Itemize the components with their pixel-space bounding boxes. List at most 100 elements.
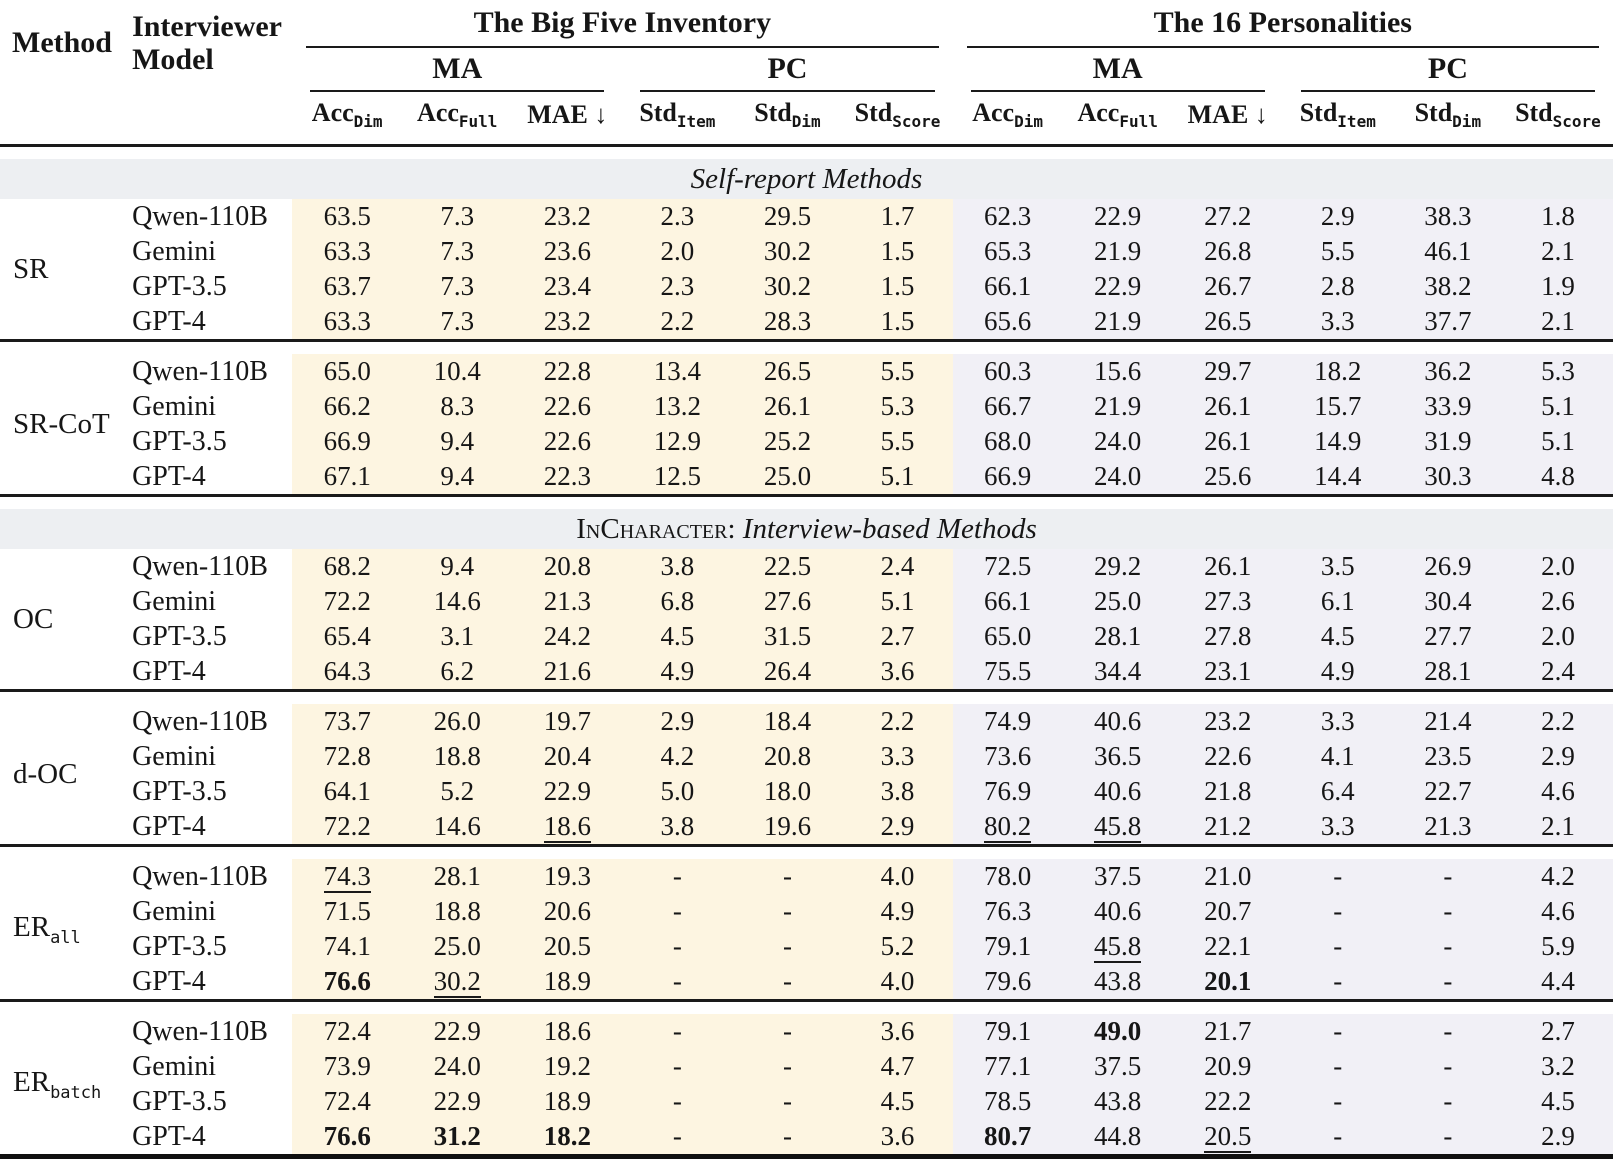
value-cell: 4.6 [1502, 774, 1613, 809]
value-cell: 63.5 [292, 199, 403, 234]
value-cell: 45.8 [1062, 929, 1173, 964]
value-cell: 21.9 [1062, 234, 1173, 269]
value-cell: 40.6 [1062, 894, 1173, 929]
subgroup-header-ma: MA [292, 50, 622, 92]
rule-separator [0, 494, 1613, 509]
value-cell: 1.7 [842, 199, 953, 234]
metric-header-stddim: StdDim [754, 98, 821, 132]
value-cell: 20.7 [1172, 894, 1283, 929]
value-cell: 23.6 [512, 234, 623, 269]
value-cell: 29.7 [1172, 354, 1283, 389]
value-cell: 34.4 [1062, 654, 1173, 689]
metric-header-stditem: StdItem [639, 98, 716, 132]
value-cell: 7.3 [402, 234, 513, 269]
value-cell: 23.2 [512, 199, 623, 234]
metric-header-row: AccDim AccFull MAE ↓ StdItem StdDim StdScore A… [0, 92, 1613, 144]
value-cell: 76.9 [952, 774, 1063, 809]
value-cell: 2.3 [622, 269, 733, 304]
value-cell: 15.7 [1282, 389, 1393, 424]
data-row: GPT-3.5 72.4 22.9 18.9- -4.5 78.5 43.8 22.2- -4.… [0, 1084, 1613, 1119]
metric-header-mae: MAE ↓ [1187, 100, 1268, 129]
value-cell: 2.9 [842, 809, 953, 844]
rule-separator [0, 144, 1613, 159]
value-cell: 74.3 [292, 859, 403, 894]
model-cell: Qwen-110B [126, 859, 293, 894]
value-cell: 66.9 [952, 459, 1063, 494]
value-cell: 73.9 [292, 1049, 403, 1084]
method-cell-erbatch: ERbatch [0, 1014, 127, 1154]
value-cell: 18.6 [512, 1014, 623, 1049]
value-cell: - [622, 894, 733, 929]
value-cell: 3.6 [842, 1014, 953, 1049]
value-cell: 28.3 [732, 304, 843, 339]
data-row: d-OC Qwen-110B 73.7 26.0 19.7 2.9 18.4 2.2 74.9 4… [0, 704, 1613, 844]
value-cell: 5.3 [842, 389, 953, 424]
value-cell: 19.6 [732, 809, 843, 844]
value-cell: 26.4 [732, 654, 843, 689]
value-cell: 3.3 [842, 739, 953, 774]
model-cell: GPT-4 [126, 809, 293, 844]
rule-separator-cell [0, 494, 1613, 509]
value-cell: 29.2 [1062, 549, 1173, 584]
value-cell: 31.5 [732, 619, 843, 654]
data-row: Gemini 63.3 7.3 23.6 2.0 30.2 1.5 65.3 21.9 26.8 5… [0, 234, 1613, 269]
value-cell: 19.2 [512, 1049, 623, 1084]
metric-header-accdim: AccDim [972, 98, 1043, 132]
value-cell: 22.6 [512, 424, 623, 459]
metric-header-accfull: AccFull [1077, 98, 1158, 132]
value-cell: 38.2 [1392, 269, 1503, 304]
value-cell: 14.9 [1282, 424, 1393, 459]
model-cell: Qwen-110B [126, 1014, 293, 1049]
subgroup-rule [1300, 90, 1595, 92]
value-cell: 5.1 [842, 459, 953, 494]
model-cell: GPT-3.5 [126, 424, 293, 459]
value-cell: 2.0 [622, 234, 733, 269]
value-cell: 20.5 [512, 929, 623, 964]
data-row: GPT-4 72.2 14.6 18.6 3.8 19.6 2.9 80.2 45.8 21.2 3… [0, 809, 1613, 844]
value-cell: - [1392, 894, 1503, 929]
value-cell: 22.9 [402, 1014, 513, 1049]
value-cell: 66.1 [952, 269, 1063, 304]
value-cell: 3.2 [1502, 1049, 1613, 1084]
value-cell: 19.3 [512, 859, 623, 894]
value-cell: 18.6 [512, 809, 623, 844]
rule-separator [0, 844, 1613, 859]
value-cell: 21.8 [1172, 774, 1283, 809]
value-cell: 64.1 [292, 774, 403, 809]
value-cell: 27.7 [1392, 619, 1503, 654]
value-cell: 40.6 [1062, 704, 1173, 739]
value-cell: - [732, 1014, 843, 1049]
value-cell: 4.4 [1502, 964, 1613, 999]
value-cell: 13.2 [622, 389, 733, 424]
value-cell: 28.1 [402, 859, 513, 894]
subgroup-rule [970, 90, 1265, 92]
value-cell: 6.8 [622, 584, 733, 619]
value-cell: 22.5 [732, 549, 843, 584]
method-cell-erall: ERall [0, 859, 127, 999]
value-cell: 74.9 [952, 704, 1063, 739]
value-cell: - [1392, 1084, 1503, 1119]
group-header-bfi: The Big Five Inventory [292, 0, 952, 50]
value-cell: 22.7 [1392, 774, 1503, 809]
value-cell: 7.3 [402, 304, 513, 339]
model-cell: GPT-4 [126, 654, 293, 689]
value-cell: 21.2 [1172, 809, 1283, 844]
value-cell: 28.1 [1392, 654, 1503, 689]
value-cell: 63.3 [292, 304, 403, 339]
rule-separator-cell [0, 844, 1613, 859]
model-cell: Gemini [126, 389, 293, 424]
value-cell: 22.3 [512, 459, 623, 494]
value-cell: 65.0 [292, 354, 403, 389]
value-cell: 25.0 [1062, 584, 1173, 619]
value-cell: 6.4 [1282, 774, 1393, 809]
value-cell: - [1392, 1119, 1503, 1154]
value-cell: 4.5 [842, 1084, 953, 1119]
value-cell: 78.0 [952, 859, 1063, 894]
value-cell: 37.5 [1062, 859, 1173, 894]
method-cell-sr: SR [0, 199, 127, 339]
value-cell: 25.2 [732, 424, 843, 459]
value-cell: 4.8 [1502, 459, 1613, 494]
section-band: InCharacter: Interview-based Methods [0, 509, 1613, 549]
value-cell: 43.8 [1062, 964, 1173, 999]
data-row: Gemini 73.9 24.0 19.2- -4.7 77.1 37.5 20.9- -3.2 [0, 1049, 1613, 1084]
